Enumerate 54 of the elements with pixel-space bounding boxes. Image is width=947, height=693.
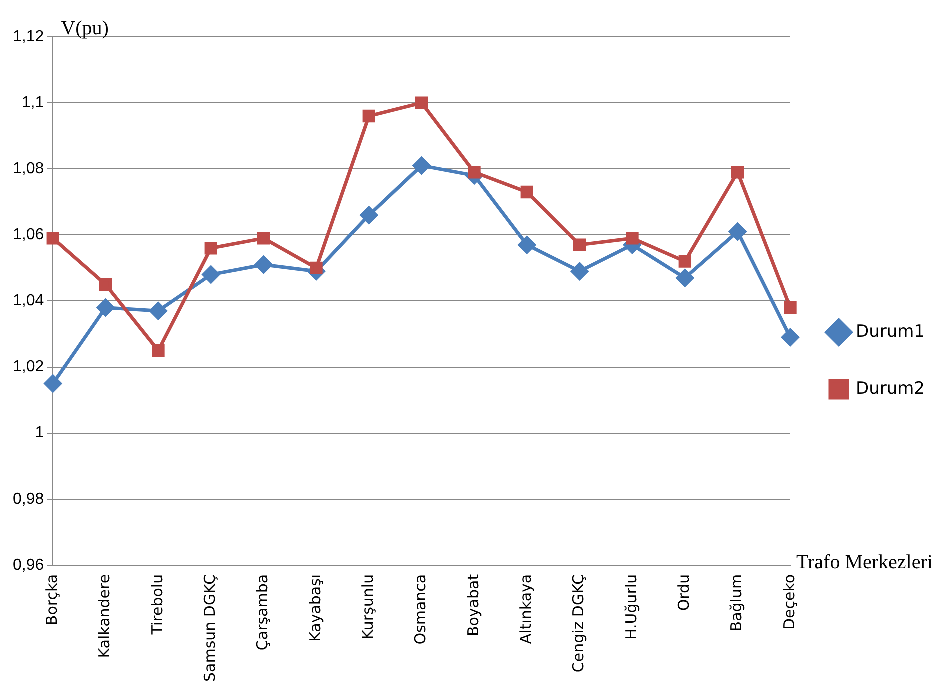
point	[729, 223, 747, 241]
point	[44, 375, 62, 393]
point	[362, 110, 376, 123]
point	[202, 266, 220, 284]
x-tick-label: Ordu	[675, 574, 694, 612]
legend-label: Durum1	[856, 322, 926, 342]
point	[152, 344, 165, 358]
y-tick-label: 1	[35, 424, 44, 442]
y-tick-label: 1,12	[13, 28, 44, 46]
point	[99, 278, 112, 292]
point	[97, 299, 115, 317]
x-tick-label: Bağlum	[728, 574, 746, 632]
point	[784, 301, 797, 314]
x-tick-label: Tirebolu	[148, 574, 166, 636]
x-tick-label: Çarşamba	[254, 574, 272, 651]
point	[360, 206, 378, 224]
point	[204, 242, 218, 255]
point	[413, 157, 431, 175]
y-tick-label: 1,08	[13, 160, 44, 178]
x-tick-label: Altınkaya	[517, 574, 536, 644]
y-tick-label: 0,96	[13, 556, 44, 574]
point	[310, 262, 323, 275]
point	[678, 255, 692, 268]
x-axis-title: Trafo Merkezleri	[796, 552, 934, 574]
legend-label: Durum2	[856, 378, 926, 399]
x-tick-label: Osmanca	[412, 574, 430, 645]
x-tick-label: Boyabat	[464, 574, 482, 637]
y-tick-label: 1,02	[13, 358, 44, 376]
x-tick-label: Kalkandere	[96, 574, 114, 658]
point	[46, 232, 60, 245]
point	[415, 96, 428, 110]
x-tick-label: Borçka	[43, 574, 62, 626]
y-tick-label: 0,98	[13, 490, 44, 508]
point	[518, 236, 536, 254]
point	[257, 232, 270, 245]
x-tick-label: Cengiz DGKÇ	[570, 574, 588, 673]
point	[676, 269, 694, 287]
point	[520, 186, 534, 199]
y-tick-label: 1,04	[13, 292, 44, 310]
x-tick-label: Kurşunlu	[359, 574, 378, 640]
y-axis-title: V(pu)	[61, 17, 109, 40]
point	[731, 166, 744, 179]
x-tick-label: Deçeko	[780, 574, 798, 630]
x-tick-label: H.Uğurlu	[622, 574, 640, 640]
y-tick-label: 1,1	[22, 94, 44, 112]
point	[255, 256, 273, 274]
point	[150, 302, 168, 320]
x-tick-label: Kayabaşı	[306, 574, 324, 642]
x-tick-label: Samsun DGKÇ	[201, 574, 220, 682]
point	[573, 238, 586, 252]
point	[782, 328, 800, 346]
point	[626, 232, 639, 245]
point	[571, 262, 589, 280]
y-tick-label: 1,06	[13, 226, 44, 244]
